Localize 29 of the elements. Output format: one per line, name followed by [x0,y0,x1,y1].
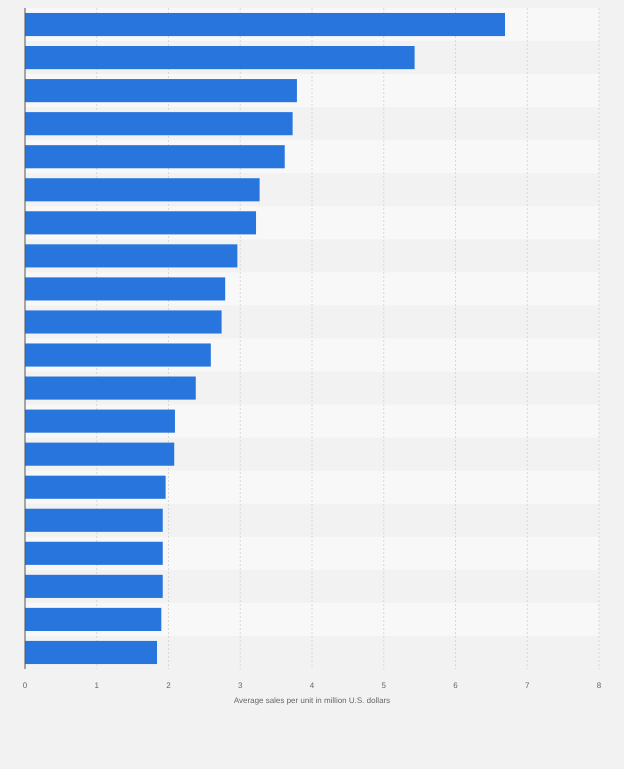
bar [25,508,163,532]
x-tick-label: 6 [453,681,458,690]
bar [25,343,211,367]
bar [25,277,226,300]
x-tick-label: 4 [310,681,315,690]
bar [25,476,166,499]
bar [25,310,222,334]
bar [25,211,256,234]
x-tick-label: 1 [94,681,100,690]
bar [25,244,238,268]
bar [25,79,297,102]
bar [25,46,415,70]
x-axis-title: Average sales per unit in million U.S. dollars [234,696,390,705]
bar [25,542,163,565]
x-tick-label: 7 [525,681,530,690]
bar [25,178,260,202]
bar [25,376,196,400]
bar [25,410,175,433]
x-tick-label: 2 [166,681,172,690]
bar [25,112,293,136]
bar [25,640,158,664]
x-tick-label: 8 [596,681,602,690]
x-tick-label: 5 [382,681,387,690]
bar [25,574,163,598]
bar [25,145,285,168]
x-tick-label: 0 [22,681,28,690]
bar [25,442,174,466]
bar [25,608,162,631]
x-tick-label: 3 [238,681,244,690]
